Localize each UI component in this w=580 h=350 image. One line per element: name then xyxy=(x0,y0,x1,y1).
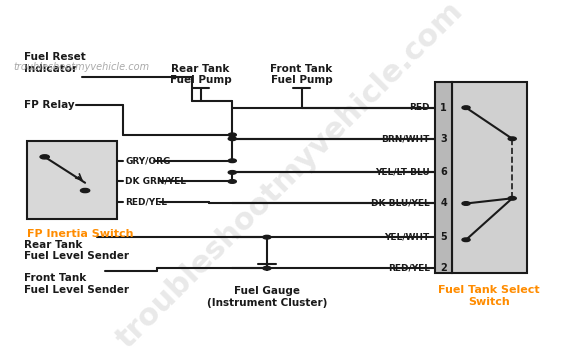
Text: Rear Tank
Fuel Level Sender: Rear Tank Fuel Level Sender xyxy=(24,240,129,261)
Text: YEL/WHT: YEL/WHT xyxy=(385,233,430,241)
Circle shape xyxy=(462,106,470,110)
FancyBboxPatch shape xyxy=(452,82,527,273)
Text: Fuel Gauge
(Instrument Cluster): Fuel Gauge (Instrument Cluster) xyxy=(206,286,327,308)
Circle shape xyxy=(229,133,236,136)
Circle shape xyxy=(229,180,236,183)
Text: troubleshootmyvehicle.com: troubleshootmyvehicle.com xyxy=(111,0,469,350)
Text: Front Tank
Fuel Level Sender: Front Tank Fuel Level Sender xyxy=(24,273,129,295)
Text: troubleshootmyvehicle.com: troubleshootmyvehicle.com xyxy=(13,62,149,72)
Text: Fuel Tank Select
Switch: Fuel Tank Select Switch xyxy=(438,285,540,307)
Text: RED/YEL: RED/YEL xyxy=(387,264,430,273)
Circle shape xyxy=(263,235,271,239)
Circle shape xyxy=(229,170,236,174)
Text: DK BLU/YEL: DK BLU/YEL xyxy=(371,199,430,208)
Text: Fuel Reset
Indicator: Fuel Reset Indicator xyxy=(24,52,86,74)
Text: FP Inertia Switch: FP Inertia Switch xyxy=(27,229,134,239)
Circle shape xyxy=(263,266,271,270)
Text: DK GRN/YEL: DK GRN/YEL xyxy=(125,177,187,186)
Text: RED: RED xyxy=(409,103,430,112)
Circle shape xyxy=(81,188,90,193)
Circle shape xyxy=(508,196,516,200)
Text: 5: 5 xyxy=(440,232,447,242)
Text: 6: 6 xyxy=(440,167,447,177)
Text: FP Relay: FP Relay xyxy=(24,100,75,110)
FancyBboxPatch shape xyxy=(436,82,452,273)
Circle shape xyxy=(508,137,516,141)
Text: 1: 1 xyxy=(440,103,447,113)
Text: GRY/ORG: GRY/ORG xyxy=(125,156,171,165)
FancyBboxPatch shape xyxy=(27,141,117,219)
Text: YEL/LT BLU: YEL/LT BLU xyxy=(375,168,430,177)
Text: 3: 3 xyxy=(440,134,447,144)
Circle shape xyxy=(462,202,470,205)
Text: Rear Tank
Fuel Pump: Rear Tank Fuel Pump xyxy=(170,64,231,85)
Text: RED/YEL: RED/YEL xyxy=(125,198,168,207)
Circle shape xyxy=(229,137,236,141)
Circle shape xyxy=(229,159,236,162)
Circle shape xyxy=(462,238,470,242)
Text: Front Tank
Fuel Pump: Front Tank Fuel Pump xyxy=(270,64,333,85)
Text: 4: 4 xyxy=(440,198,447,209)
Circle shape xyxy=(40,155,49,159)
Text: 2: 2 xyxy=(440,263,447,273)
Text: BRN/WHT: BRN/WHT xyxy=(381,134,430,143)
